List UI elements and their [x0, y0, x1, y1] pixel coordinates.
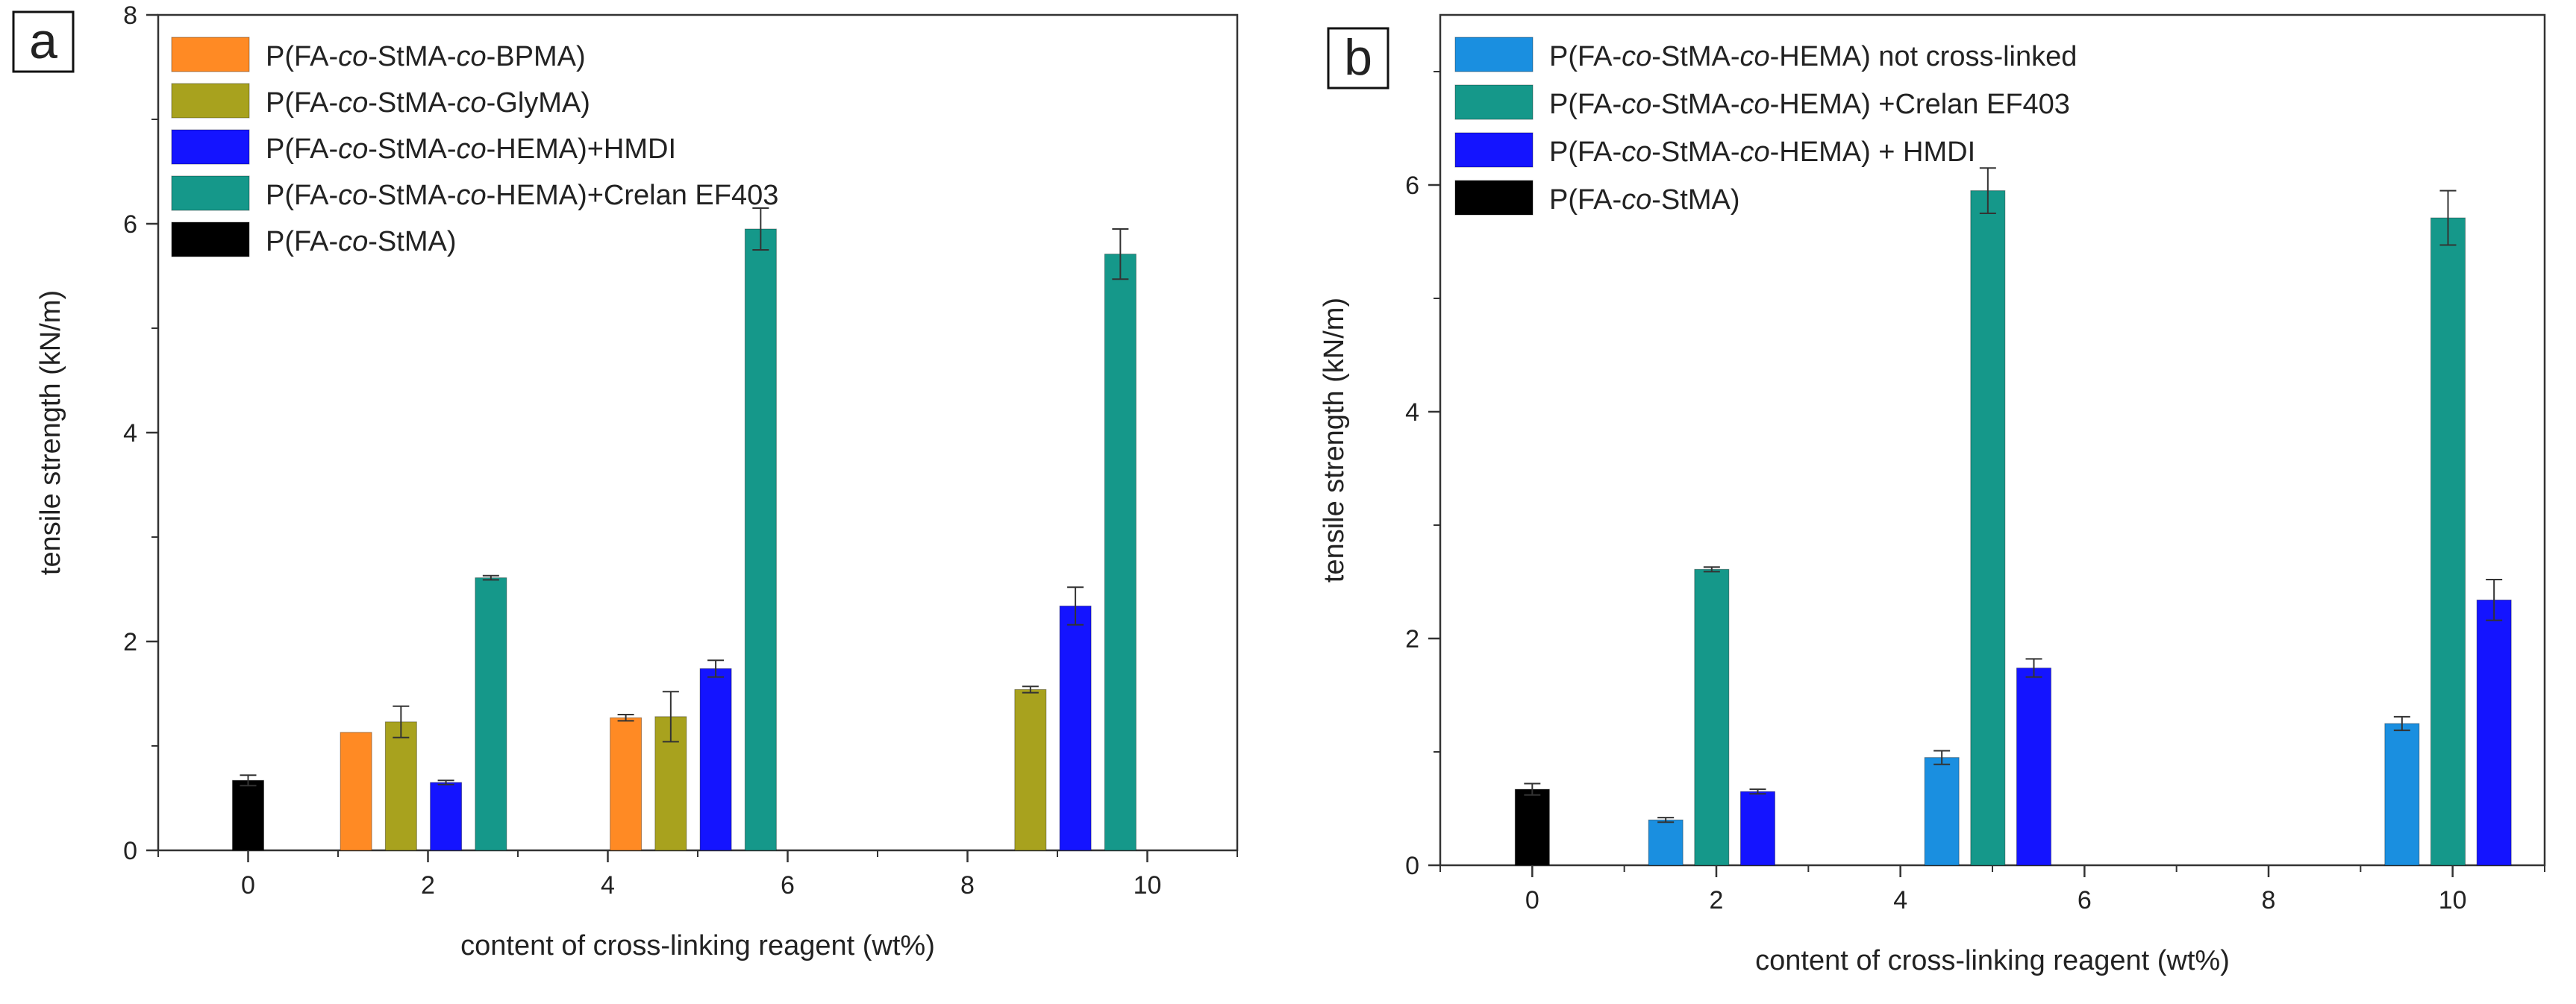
chart-panel-a: 0 2 4 6 8 10 0 2 4 6 8 content of cross-linking rea…: [12, 1, 1239, 961]
legend-entry-2: P(FA-co-StMA-co-HEMA)+HMDI: [266, 134, 676, 165]
bar-0: [232, 779, 264, 851]
x-tick-label-4: 8: [2262, 886, 2276, 914]
y-tick-label-0: 0: [123, 837, 137, 865]
bar-2: [1694, 568, 1730, 866]
bar-1: [340, 732, 372, 851]
legend-swatch-4: [171, 222, 250, 257]
y-tick-label-2: 4: [1405, 398, 1419, 427]
legend-swatch-1: [171, 83, 250, 119]
bar-1: [1648, 819, 1684, 866]
bar-9: [2476, 599, 2512, 866]
bar-9: [1014, 688, 1047, 851]
y-tick-label-2: 4: [123, 419, 137, 448]
bar-8: [744, 228, 777, 851]
y-axis-label: tensile strength (kN/m): [1319, 298, 1350, 583]
bar-6: [2016, 668, 2051, 866]
y-tick-label-3: 6: [123, 210, 137, 239]
bar-7: [699, 668, 732, 851]
chart-panel-b: 0 2 4 6 8 10 0 2 4 6 content of cross-linking reag…: [1319, 13, 2546, 976]
x-axis-label: content of cross-linking reagent (wt%): [1755, 945, 2230, 976]
legend-swatch-0: [171, 37, 250, 72]
x-tick-label-1: 2: [421, 871, 435, 900]
legend-swatch-3: [1454, 180, 1534, 216]
x-axis-label: content of cross-linking reagent (wt%): [460, 930, 935, 961]
panel-letter: a: [29, 13, 57, 69]
panel-letter: b: [1344, 29, 1372, 86]
x-tick-label-3: 6: [781, 871, 795, 900]
y-tick-label-3: 6: [1405, 172, 1419, 200]
bar-3: [1740, 791, 1775, 866]
legend-entry-0: P(FA-co-StMA-co-BPMA): [266, 41, 586, 72]
y-axis-label: tensile strength (kN/m): [35, 290, 66, 575]
legend-entry-1: P(FA-co-StMA-co-GlyMA): [266, 87, 590, 119]
bar-8: [2430, 217, 2466, 866]
x-tick-label-5: 10: [1134, 871, 1162, 900]
legend-swatch-2: [1454, 132, 1534, 168]
bar-5: [610, 717, 643, 851]
legend-swatch-3: [171, 175, 250, 211]
x-tick-label-3: 6: [2078, 886, 2092, 914]
legend-swatch-0: [1454, 37, 1534, 72]
bar-0: [1514, 788, 1550, 866]
bar-3: [430, 782, 463, 851]
legend-entry-2: P(FA-co-StMA-co-HEMA) + HMDI: [1549, 137, 1975, 168]
x-tick-label-5: 10: [2439, 886, 2467, 914]
panel-letter-box: [1327, 27, 1389, 90]
bar-5: [1970, 190, 2006, 866]
bar-11: [1104, 254, 1137, 851]
legend-entry-3: P(FA-co-StMA-co-HEMA)+Crelan EF403: [266, 180, 778, 211]
y-tick-label-1: 2: [123, 628, 137, 656]
x-tick-label-4: 8: [960, 871, 975, 900]
x-tick-label-2: 4: [1893, 886, 1907, 914]
bar-4: [1924, 757, 1960, 866]
legend-swatch-1: [1454, 84, 1534, 120]
bar-4: [475, 577, 507, 851]
legend-entry-3: P(FA-co-StMA): [1549, 184, 1739, 216]
legend-swatch-2: [171, 129, 250, 165]
y-tick-label-4: 8: [123, 1, 137, 30]
legend-entry-4: P(FA-co-StMA): [266, 226, 456, 257]
x-tick-label-2: 4: [601, 871, 615, 900]
y-tick-label-0: 0: [1405, 852, 1419, 880]
legend-entry-0: P(FA-co-StMA-co-HEMA) not cross-linked: [1549, 41, 2077, 72]
y-tick-label-1: 2: [1405, 625, 1419, 653]
panel-letter-box: [12, 10, 75, 73]
bar-2: [384, 721, 417, 851]
x-tick-label-0: 0: [241, 871, 255, 900]
bar-7: [2384, 723, 2420, 866]
legend-entry-1: P(FA-co-StMA-co-HEMA) +Crelan EF403: [1549, 89, 2070, 120]
x-tick-label-0: 0: [1525, 886, 1539, 914]
x-tick-label-1: 2: [1710, 886, 1724, 914]
bar-10: [1059, 605, 1092, 851]
